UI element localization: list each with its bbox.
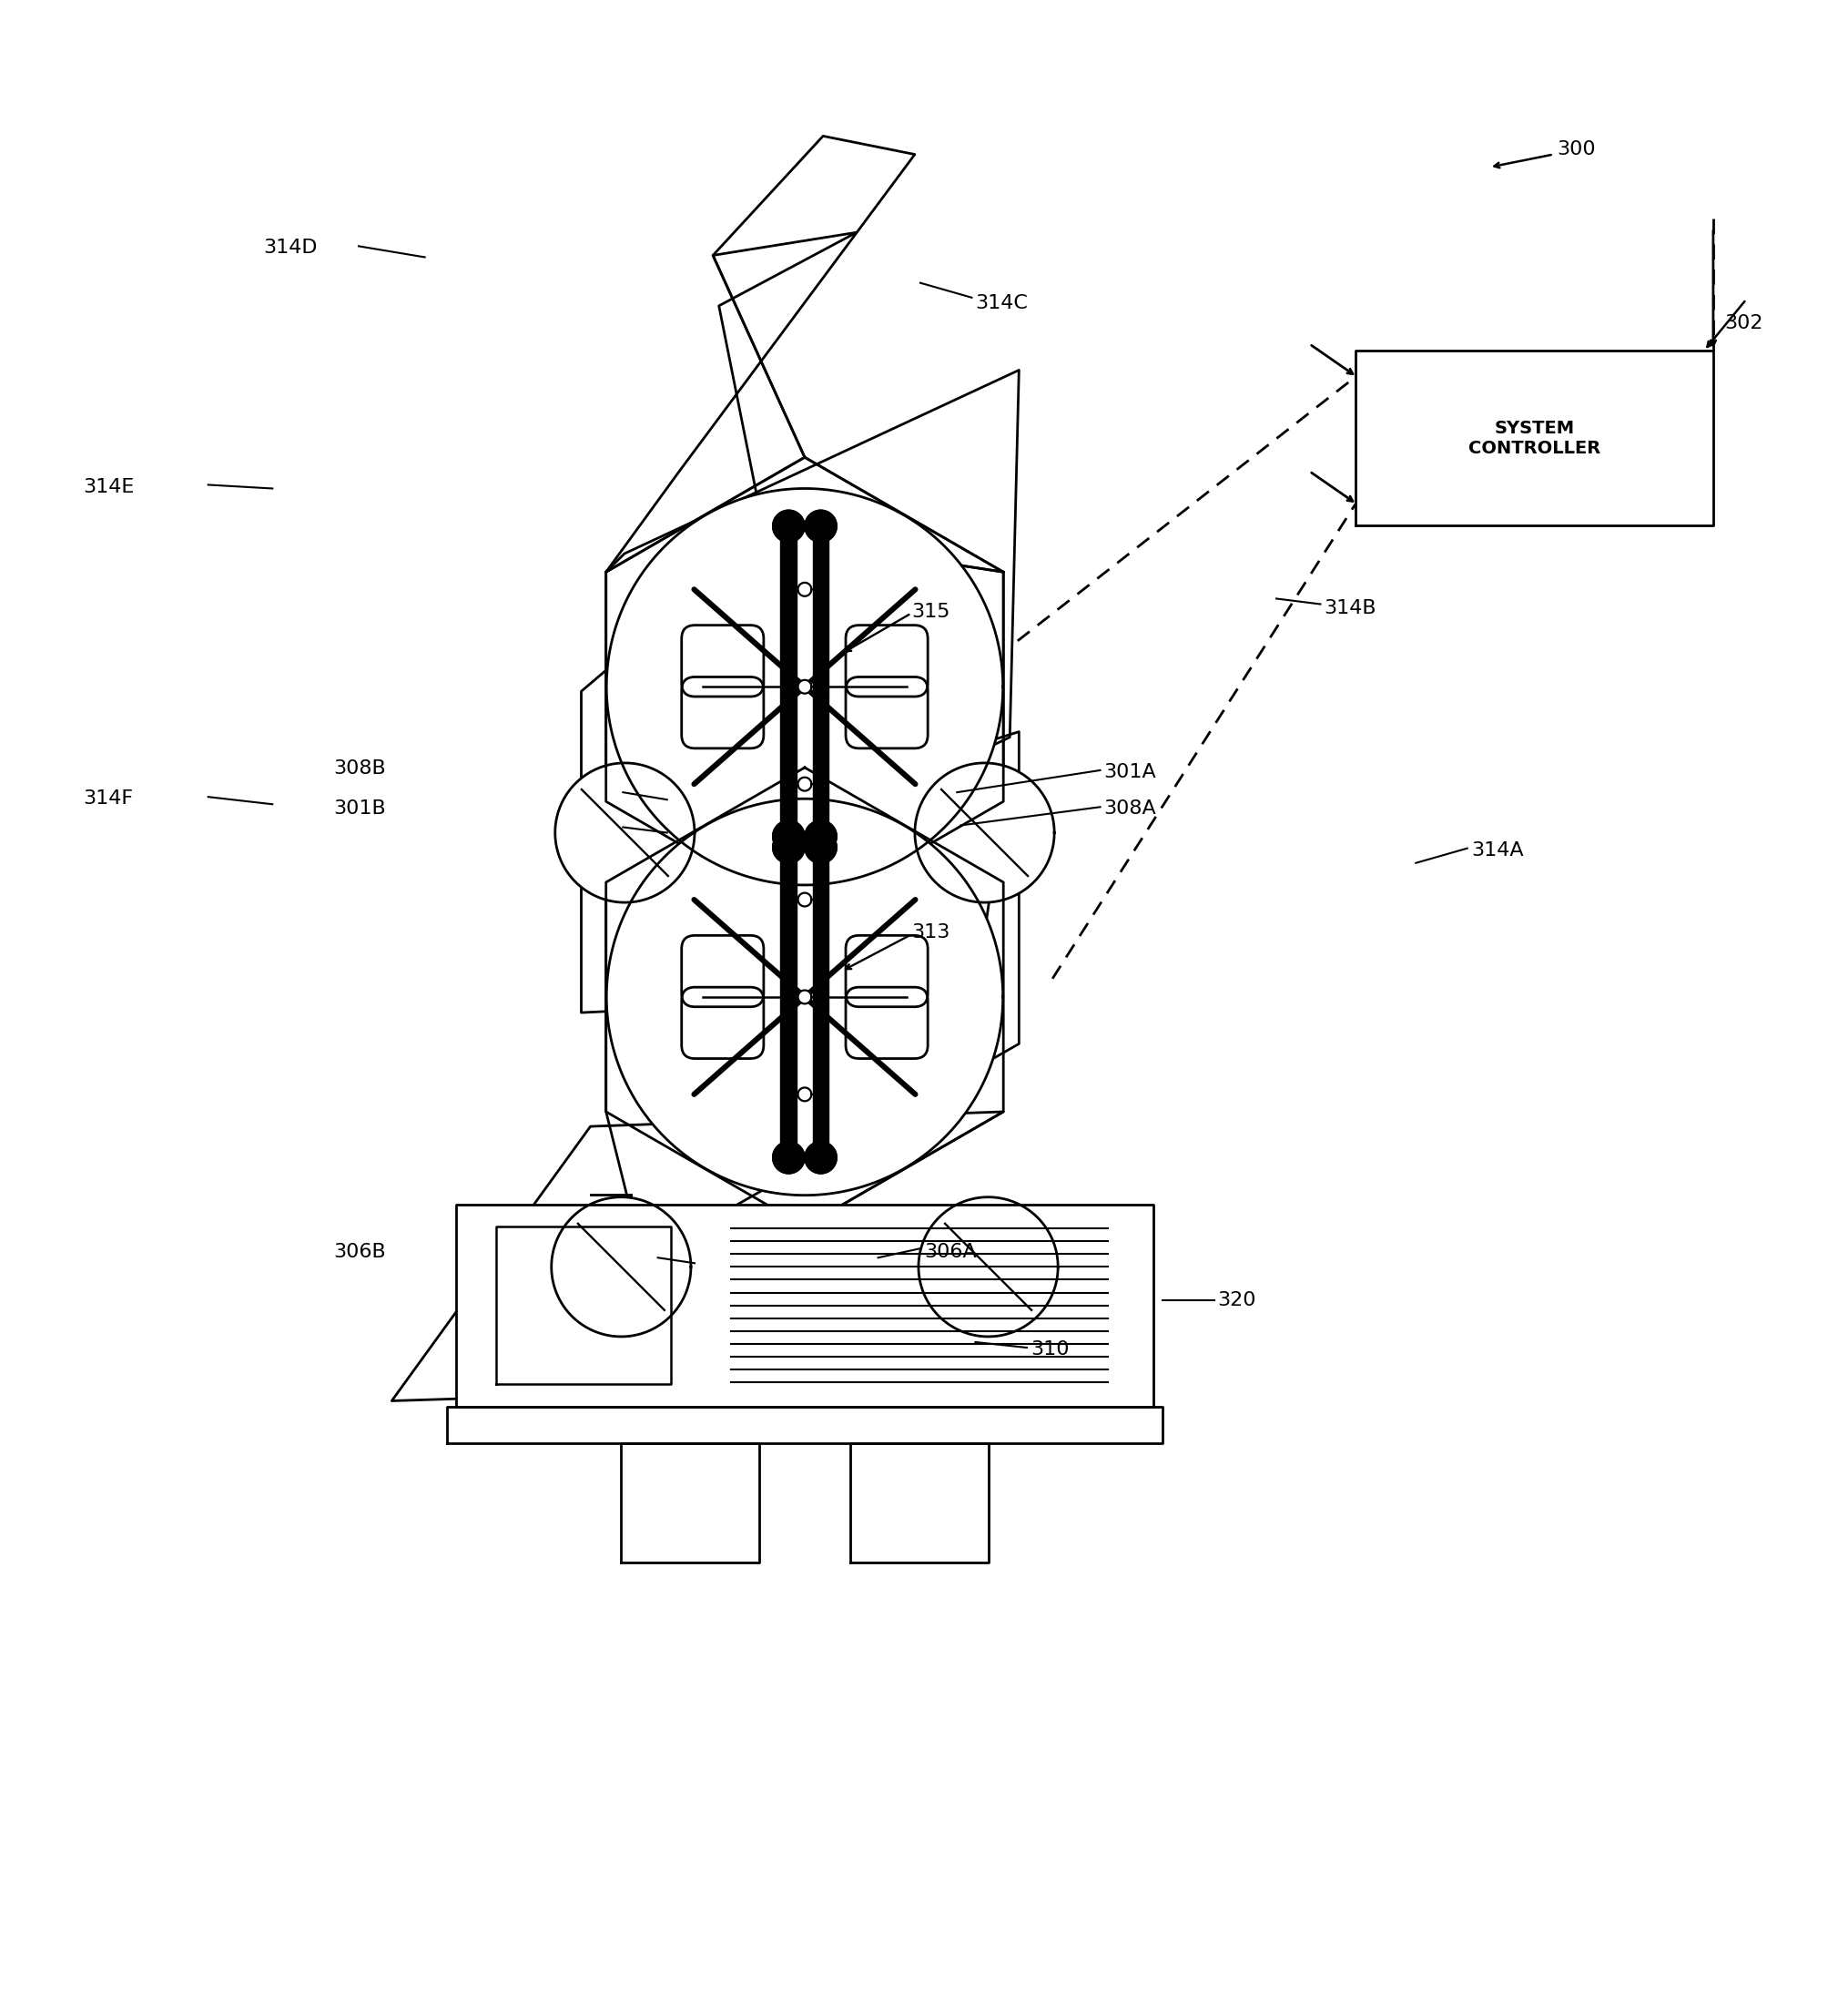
Polygon shape <box>798 778 811 790</box>
Polygon shape <box>606 489 1003 884</box>
Text: 314A: 314A <box>1471 840 1523 860</box>
Polygon shape <box>606 732 1018 1259</box>
Polygon shape <box>798 1087 811 1101</box>
Polygon shape <box>621 1444 760 1562</box>
Polygon shape <box>447 1406 1162 1444</box>
Polygon shape <box>915 764 1055 902</box>
Text: 301A: 301A <box>1103 764 1157 782</box>
Polygon shape <box>704 768 906 916</box>
Text: 314F: 314F <box>83 790 133 808</box>
Polygon shape <box>813 525 828 848</box>
Polygon shape <box>772 832 804 864</box>
Polygon shape <box>804 509 837 541</box>
Polygon shape <box>772 820 804 852</box>
Text: 314D: 314D <box>262 239 318 257</box>
Polygon shape <box>804 832 837 864</box>
Text: 308A: 308A <box>1103 800 1157 818</box>
Polygon shape <box>804 820 837 852</box>
Polygon shape <box>798 990 811 1005</box>
Polygon shape <box>918 1197 1059 1337</box>
Polygon shape <box>850 1444 989 1562</box>
Text: 301B: 301B <box>333 800 386 818</box>
Polygon shape <box>606 136 915 571</box>
Polygon shape <box>772 509 804 541</box>
Polygon shape <box>804 1141 837 1173</box>
Text: 314E: 314E <box>83 477 135 495</box>
Text: 306B: 306B <box>333 1243 386 1261</box>
Text: 315: 315 <box>911 602 950 622</box>
Text: 313: 313 <box>911 924 950 942</box>
Polygon shape <box>606 768 1003 1227</box>
Polygon shape <box>606 371 1018 912</box>
Polygon shape <box>551 1197 691 1337</box>
Polygon shape <box>813 836 828 1157</box>
Polygon shape <box>1355 351 1713 525</box>
Text: 320: 320 <box>1218 1291 1257 1309</box>
Polygon shape <box>392 1111 1003 1401</box>
Text: 306A: 306A <box>924 1243 976 1261</box>
Text: 302: 302 <box>1724 315 1763 333</box>
Text: 314C: 314C <box>976 295 1027 313</box>
Polygon shape <box>606 798 1003 1195</box>
Polygon shape <box>554 764 695 902</box>
Polygon shape <box>798 583 811 595</box>
Polygon shape <box>780 836 796 1157</box>
Text: SYSTEM
CONTROLLER: SYSTEM CONTROLLER <box>1467 419 1600 457</box>
Polygon shape <box>582 535 1003 1013</box>
Polygon shape <box>798 680 811 694</box>
Text: 310: 310 <box>1031 1341 1070 1359</box>
Text: 300: 300 <box>1558 140 1597 158</box>
Polygon shape <box>780 525 796 848</box>
Text: 314B: 314B <box>1325 599 1377 618</box>
Polygon shape <box>772 1141 804 1173</box>
Text: 308B: 308B <box>333 760 386 778</box>
Polygon shape <box>456 1205 1153 1406</box>
Polygon shape <box>798 892 811 906</box>
Polygon shape <box>606 457 1003 916</box>
Polygon shape <box>695 1227 915 1333</box>
Polygon shape <box>713 233 1003 571</box>
